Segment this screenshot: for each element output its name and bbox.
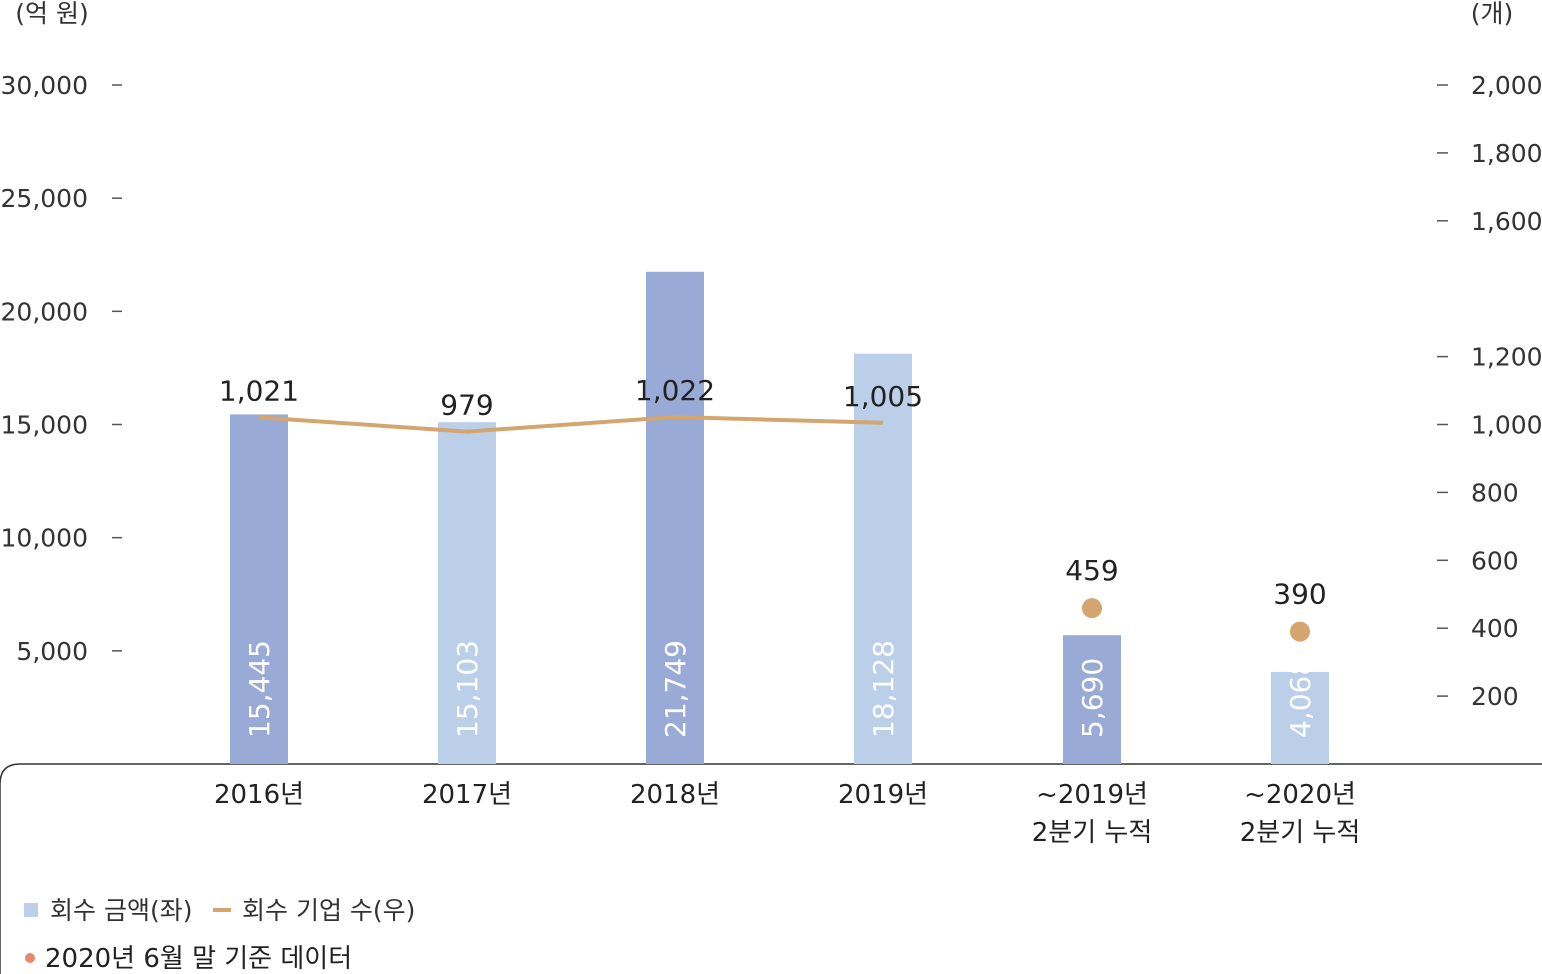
right-tick-label: 800 xyxy=(1471,478,1519,507)
legend-bar-swatch xyxy=(24,903,38,917)
x-category-label: 2분기 누적 xyxy=(1240,818,1361,848)
legend-bar-label: 회수 금액(좌) xyxy=(50,896,192,925)
dot-series: 459 390 xyxy=(1065,554,1327,642)
left-tick-label: 25,000 xyxy=(1,184,88,213)
bar-value-label: 18,128 xyxy=(867,640,900,738)
right-axis: 2,000 1,800 1,600 1,200 1,000 800 600 400 200 xyxy=(1437,71,1542,711)
x-category-label: 2018년 xyxy=(630,780,720,810)
x-category-label: 2017년 xyxy=(422,780,512,810)
left-axis-unit: (억 원) xyxy=(15,0,88,28)
bar xyxy=(646,271,704,764)
left-tick-label: 30,000 xyxy=(1,71,88,100)
right-tick-label: 1,800 xyxy=(1471,139,1542,168)
x-category-label: ~2020년 xyxy=(1244,780,1356,810)
line-value-label: 1,022 xyxy=(635,374,715,407)
right-axis-unit: (개) xyxy=(1471,0,1514,28)
x-category-label: 2019년 xyxy=(838,780,928,810)
bar-value-label: 15,103 xyxy=(451,640,484,738)
right-tick-label: 600 xyxy=(1471,546,1519,575)
dot-value-label: 459 xyxy=(1065,554,1118,587)
right-tick-label: 2,000 xyxy=(1471,71,1542,100)
right-tick-label: 200 xyxy=(1471,682,1519,711)
legend: 회수 금액(좌) 회수 기업 수(우) 2020년 6월 말 기준 데이터 xyxy=(24,896,415,974)
bar xyxy=(1271,671,1329,764)
x-category-label: ~2019년 xyxy=(1036,780,1148,810)
dot-point xyxy=(1290,621,1310,642)
line-path xyxy=(258,415,884,434)
line-value-label: 1,021 xyxy=(219,374,299,407)
left-tick-label: 20,000 xyxy=(1,297,88,326)
left-axis: 30,000 25,000 20,000 15,000 10,000 5,000 xyxy=(1,71,122,666)
x-axis-labels: 2016년 2017년 2018년 2019년 ~2019년 2분기 누적 ~2020년 2분… xyxy=(214,780,1360,848)
bars: 15,445 15,103 21,749 18,128 5,690 4,068 xyxy=(230,271,1329,764)
left-tick-label: 5,000 xyxy=(16,637,88,666)
legend-line-swatch xyxy=(213,908,231,912)
x-category-label: 2분기 누적 xyxy=(1032,818,1153,848)
legend-note-label: 2020년 6월 말 기준 데이터 xyxy=(45,944,352,974)
left-tick-label: 10,000 xyxy=(1,524,88,553)
left-tick-label: 15,000 xyxy=(1,411,88,440)
right-tick-label: 400 xyxy=(1471,614,1519,643)
right-tick-label: 1,600 xyxy=(1471,207,1542,236)
right-tick-label: 1,000 xyxy=(1471,411,1542,440)
bar-value-label: 4,068 xyxy=(1284,658,1317,738)
bar xyxy=(1063,635,1121,764)
line-value-label: 1,005 xyxy=(843,380,923,413)
line-value-label: 979 xyxy=(440,389,493,422)
dot-value-label: 390 xyxy=(1273,578,1326,611)
bar xyxy=(438,422,496,764)
line-series: 1,021 979 1,022 1,005 xyxy=(219,374,923,434)
bar xyxy=(230,414,288,764)
legend-line-label: 회수 기업 수(우) xyxy=(242,896,415,925)
bar-value-label: 15,445 xyxy=(243,640,276,738)
legend-note-dot xyxy=(25,953,35,963)
x-category-label: 2016년 xyxy=(214,780,304,810)
right-tick-label: 1,200 xyxy=(1471,343,1542,372)
bar-value-label: 5,690 xyxy=(1076,658,1109,738)
bar-value-label: 21,749 xyxy=(659,640,692,738)
dot-point xyxy=(1082,598,1102,619)
baseline-frame xyxy=(0,763,1542,974)
